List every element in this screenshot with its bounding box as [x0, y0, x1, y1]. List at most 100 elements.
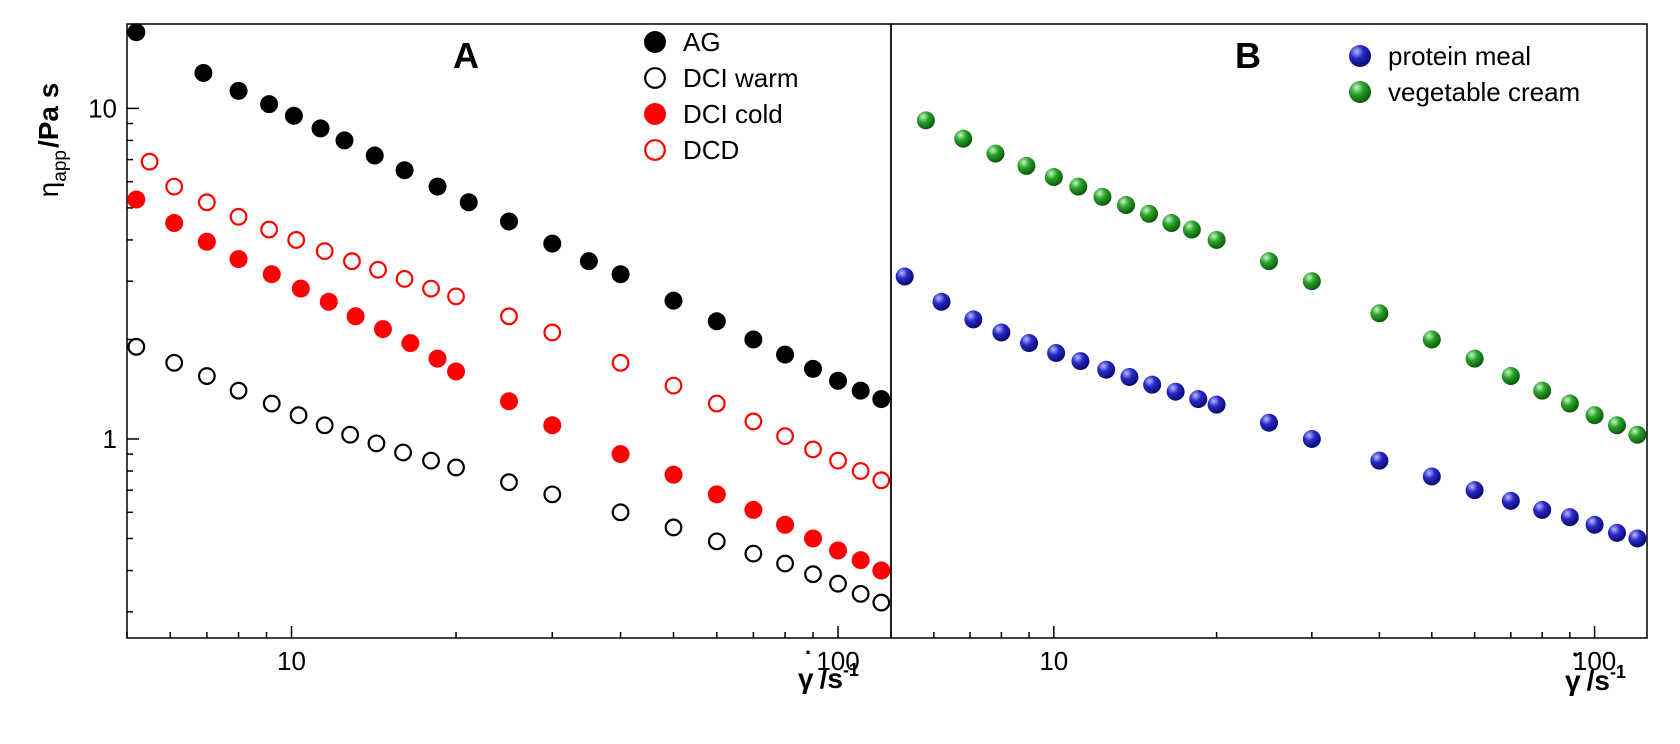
- data-point-vegetable-cream: [1117, 196, 1136, 215]
- data-point-dci-warm: [315, 416, 334, 435]
- data-point-ag: [395, 161, 414, 180]
- x-axis-label-a: · γ/s-1: [798, 640, 859, 694]
- data-point-protein-meal: [1607, 523, 1626, 542]
- x-tick-label: 100: [1573, 646, 1616, 676]
- legend-label-protein-meal: protein meal: [1388, 41, 1531, 71]
- panel-b-ticks: [890, 626, 1596, 638]
- y-axis-subscript: app: [50, 150, 71, 182]
- data-point-dcd: [197, 193, 216, 212]
- series-dci-warm: [127, 337, 891, 612]
- panel-a-legend: AG DCI warm DCI cold DCD: [644, 27, 799, 165]
- data-point-ag: [127, 23, 146, 42]
- data-point-dcd: [851, 462, 870, 480]
- data-point-dci-warm: [804, 565, 822, 584]
- data-point-vegetable-cream: [1465, 349, 1484, 368]
- data-point-protein-meal: [1302, 429, 1321, 448]
- data-point-ag: [284, 106, 303, 125]
- x-axis-exp-a: -1: [843, 660, 859, 680]
- data-point-ag: [260, 95, 279, 114]
- data-point-dci-warm: [851, 584, 870, 603]
- legend-marker-dci-warm: [644, 67, 666, 89]
- data-point-dcd: [664, 376, 683, 395]
- x-axis-exp-b: -1: [1610, 662, 1626, 682]
- data-point-ag: [194, 63, 213, 82]
- data-point-protein-meal: [1189, 390, 1208, 409]
- data-point-dcd: [165, 177, 184, 196]
- data-point-dci-cold: [707, 485, 726, 504]
- x-axis-symbol-b: γ: [1565, 665, 1581, 696]
- data-point-ag: [829, 371, 848, 390]
- data-point-dci-warm: [127, 337, 146, 356]
- data-point-dci-cold: [776, 515, 795, 534]
- data-point-vegetable-cream: [1093, 187, 1112, 206]
- data-point-dci-cold: [611, 445, 630, 464]
- panel-b-label: B: [1235, 35, 1261, 76]
- data-point-protein-meal: [1465, 481, 1484, 500]
- x-axis-symbol-a: γ: [798, 663, 814, 694]
- data-point-protein-meal: [1370, 451, 1389, 470]
- series-dcd: [140, 152, 891, 490]
- data-point-dci-cold: [829, 541, 848, 560]
- data-point-dcd: [776, 427, 794, 446]
- x-tick-label: 100: [816, 646, 859, 676]
- data-point-dci-warm: [664, 518, 683, 537]
- svg-text:γ/s-1: γ/s-1: [798, 660, 859, 694]
- data-point-vegetable-cream: [916, 111, 935, 130]
- y-tick-label: 10: [88, 93, 117, 123]
- data-point-ag: [335, 131, 354, 150]
- data-point-ag: [707, 312, 726, 331]
- y-axis-symbol: η: [33, 182, 64, 198]
- data-point-ag: [311, 119, 330, 138]
- data-point-dci-cold: [197, 232, 216, 251]
- y-tick-label: 1: [103, 424, 117, 454]
- data-point-protein-meal: [1020, 334, 1039, 353]
- data-point-dci-warm: [872, 593, 891, 612]
- data-point-dci-cold: [229, 250, 248, 269]
- data-point-dcd: [229, 207, 248, 226]
- data-point-vegetable-cream: [954, 129, 973, 148]
- data-point-vegetable-cream: [1182, 220, 1201, 239]
- legend-marker-protein-meal: [1349, 45, 1371, 67]
- data-point-dci-cold: [291, 279, 310, 298]
- data-point-dci-cold: [319, 292, 338, 311]
- panel-a: A 10 100 1 10 AG DCI warm DCI cold DCD ηapp/Pa…: [33, 23, 892, 694]
- data-point-dci-warm: [707, 532, 726, 551]
- data-point-dci-cold: [127, 190, 146, 209]
- data-point-ag: [611, 265, 630, 284]
- data-point-protein-meal: [1047, 343, 1066, 362]
- legend-label-dcd: DCD: [683, 135, 739, 165]
- data-point-vegetable-cream: [1585, 406, 1604, 425]
- data-point-dci-cold: [401, 334, 420, 353]
- legend-label-dci-cold: DCI cold: [683, 99, 783, 129]
- data-point-protein-meal: [1533, 500, 1552, 519]
- data-point-vegetable-cream: [1533, 381, 1552, 400]
- legend-marker-dci-cold: [644, 103, 666, 125]
- legend-label-ag: AG: [683, 27, 721, 57]
- data-point-dci-cold: [543, 416, 562, 435]
- data-point-protein-meal: [1260, 413, 1278, 432]
- panel-a-ticks: [126, 107, 839, 638]
- data-point-dcd: [611, 353, 630, 372]
- data-point-vegetable-cream: [1628, 425, 1647, 444]
- data-point-ag: [872, 390, 891, 409]
- data-point-dci-warm: [394, 443, 412, 462]
- panel-a-label: A: [453, 35, 479, 76]
- data-point-dcd: [343, 252, 361, 271]
- data-point-dcd: [422, 279, 440, 298]
- data-point-dci-warm: [500, 473, 518, 492]
- data-point-dcd: [447, 287, 465, 306]
- panel-b-frame: [890, 23, 1648, 639]
- series-dci-cold: [127, 190, 891, 580]
- data-point-protein-meal: [1071, 352, 1090, 371]
- data-point-dcd: [369, 260, 387, 279]
- data-point-ag: [459, 193, 478, 212]
- series-protein-meal: [895, 267, 1647, 548]
- svg-text:ηapp/Pa s: ηapp/Pa s: [33, 83, 71, 198]
- data-point-vegetable-cream: [1302, 272, 1321, 291]
- data-point-ag: [804, 359, 823, 378]
- data-point-vegetable-cream: [1560, 394, 1579, 413]
- data-point-dci-cold: [500, 392, 518, 411]
- data-point-dcd: [395, 269, 414, 288]
- data-point-vegetable-cream: [1207, 230, 1226, 249]
- data-point-dci-cold: [447, 362, 466, 381]
